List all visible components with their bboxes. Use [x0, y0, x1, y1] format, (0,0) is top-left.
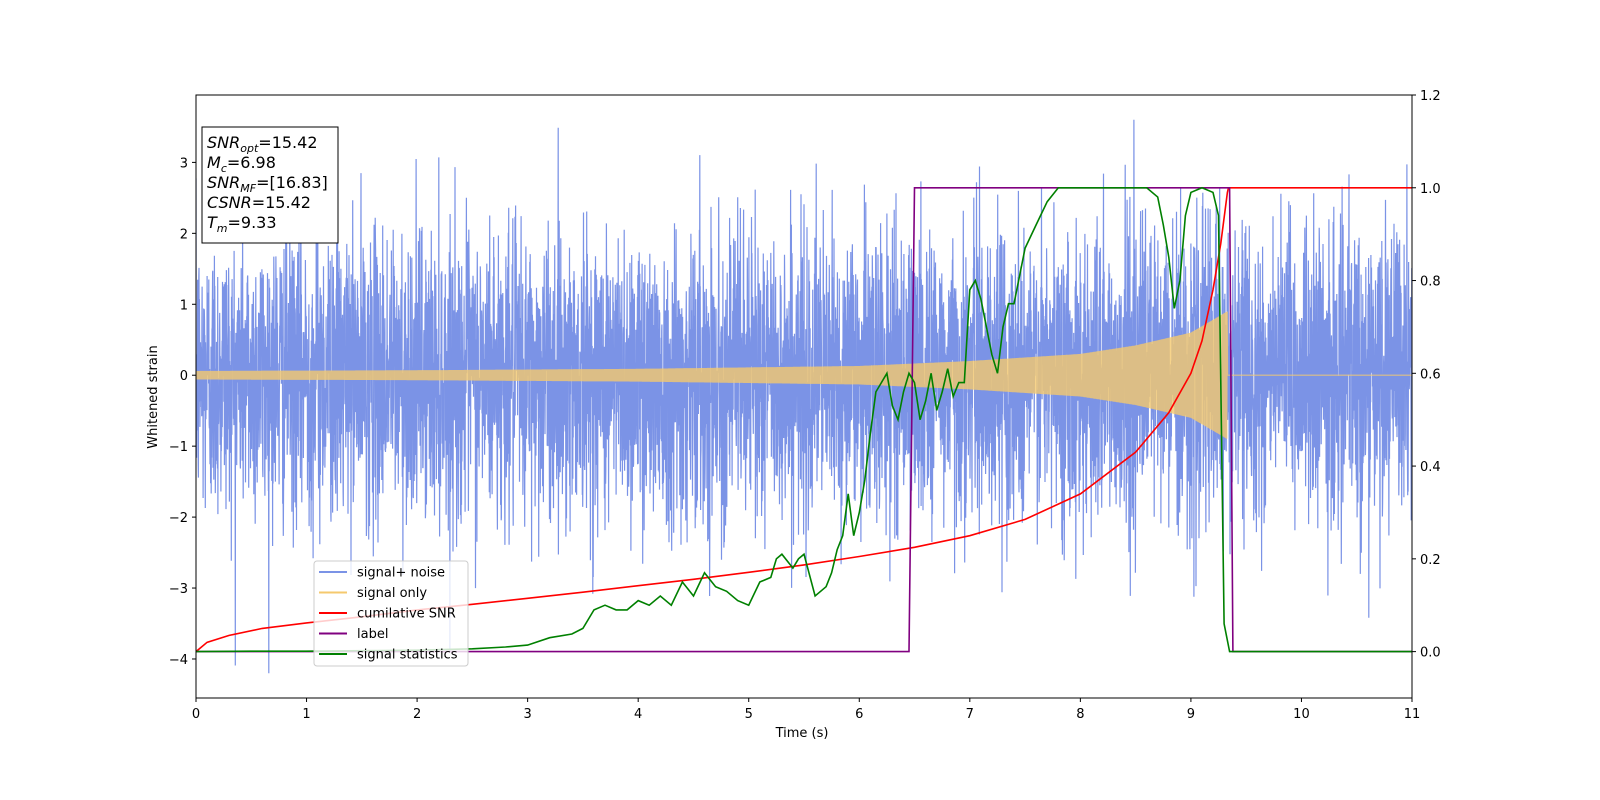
y-tick-label: −1: [169, 440, 188, 455]
info-box: SNRopt=15.42Mc=6.98SNRMF=[16.83]CSNR=15.…: [201, 126, 339, 244]
y-tick-label: 3: [180, 156, 188, 171]
x-tick-label: 0: [192, 707, 200, 722]
y-axis: −4 −3 −2 −1 0 1 2 3: [169, 156, 196, 668]
signal-only-line: [196, 311, 1412, 439]
y2-tick-label: 0.6: [1420, 367, 1441, 382]
x-tick-label: 11: [1404, 707, 1421, 722]
y-tick-label: 1: [180, 298, 188, 313]
x-tick-label: 5: [745, 707, 753, 722]
legend-label: signal+ noise: [357, 566, 445, 581]
signal-only-series: [196, 311, 1412, 439]
legend-label: signal only: [357, 586, 427, 601]
signal-statistics-line: [196, 186, 1412, 653]
y-tick-label: 0: [180, 369, 188, 384]
y2-tick-label: 0.0: [1420, 646, 1441, 661]
y2-tick-label: 0.4: [1420, 460, 1441, 475]
x-tick-label: 2: [413, 707, 421, 722]
y2-tick-label: 1.2: [1420, 89, 1441, 104]
x-axis-label: Time (s): [775, 726, 829, 741]
info-line: CSNR=15.42: [207, 193, 311, 212]
y2-tick-label: 0.8: [1420, 275, 1441, 290]
y-tick-label: −3: [169, 582, 188, 597]
x-axis: 0 1 2 3 4 5 6 7 8 9 10 11: [192, 698, 1420, 722]
y-tick-label: −2: [169, 511, 188, 526]
info-box-frame: [201, 126, 339, 244]
y2-tick-label: 1.0: [1420, 182, 1441, 197]
y2-tick-label: 0.2: [1420, 553, 1441, 568]
x-tick-label: 10: [1293, 707, 1310, 722]
x-tick-label: 3: [523, 707, 531, 722]
info-line: SNRMF=[16.83]: [207, 173, 328, 195]
y-tick-label: 2: [180, 227, 188, 242]
legend-label: cumilative SNR: [357, 607, 456, 622]
legend-frame: [313, 560, 469, 667]
x-tick-label: 4: [634, 707, 642, 722]
info-line: Tm=9.33: [207, 213, 277, 235]
info-line: SNRopt=15.42: [207, 133, 318, 155]
plot-frame: [195, 94, 1413, 699]
y-axis-label: Whitened strain: [146, 345, 161, 448]
info-line: Mc=6.98: [207, 153, 276, 175]
y2-axis: 0.0 0.2 0.4 0.6 0.8 1.0 1.2: [1412, 89, 1441, 661]
x-tick-label: 1: [302, 707, 310, 722]
legend-label: signal statistics: [357, 648, 458, 663]
x-tick-label: 7: [966, 707, 974, 722]
x-tick-label: 9: [1187, 707, 1195, 722]
legend-label: label: [357, 627, 388, 642]
x-tick-label: 6: [855, 707, 863, 722]
y-tick-label: −4: [169, 653, 188, 668]
x-tick-label: 8: [1076, 707, 1084, 722]
legend: signal+ noise signal only cumilative SNR la…: [313, 560, 469, 667]
